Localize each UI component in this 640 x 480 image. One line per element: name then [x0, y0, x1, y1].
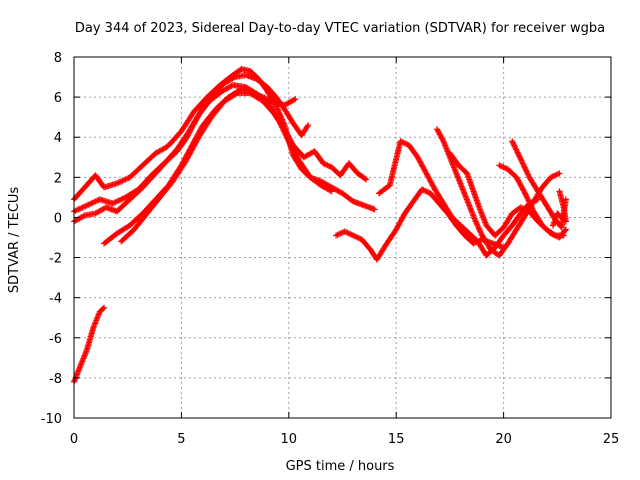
y-tick-label: 8 — [54, 51, 62, 66]
data-point-marker — [562, 196, 569, 203]
data-point-marker — [512, 145, 519, 152]
data-point-marker — [520, 161, 527, 168]
data-point-marker — [524, 194, 531, 201]
data-point-marker — [514, 149, 521, 156]
data-point-marker — [511, 142, 518, 149]
plot-frame — [73, 56, 612, 419]
data-point-marker — [292, 96, 299, 103]
data-point-marker — [526, 200, 533, 207]
data-point-marker — [230, 74, 237, 81]
data-point-marker — [101, 304, 108, 311]
data-point-marker — [525, 171, 532, 178]
data-point-marker — [528, 204, 535, 211]
axis-ticks: 0 5 10 15 20 25 -10 -8 -6 -4 -2 0 2 4 6 8 — [41, 51, 620, 447]
data-point-marker — [509, 139, 516, 146]
data-point-marker — [304, 123, 311, 130]
data-point-marker — [513, 146, 520, 153]
y-tick-label: -6 — [49, 332, 62, 347]
data-point-marker — [518, 157, 525, 164]
data-point-marker — [509, 138, 516, 145]
data-point-marker — [561, 227, 568, 234]
data-point-marker — [529, 205, 536, 212]
data-point-marker — [556, 170, 563, 177]
x-tick-label: 25 — [603, 432, 620, 447]
data-point-marker — [524, 195, 531, 202]
y-tick-label: -8 — [49, 372, 62, 387]
series-arc-c — [71, 72, 312, 215]
data-point-marker — [99, 305, 106, 312]
series-arc-k — [496, 162, 569, 241]
data-point-marker — [524, 170, 531, 177]
x-tick-label: 15 — [388, 432, 405, 447]
series-arc-f — [118, 90, 370, 245]
y-axis-label: SDTVAR / TECUs — [7, 187, 22, 294]
data-point-marker — [516, 153, 523, 160]
data-series — [71, 66, 569, 385]
data-point-marker — [513, 147, 520, 154]
data-point-marker — [521, 164, 528, 171]
y-tick-label: -4 — [49, 292, 62, 307]
data-point-marker — [363, 176, 370, 183]
x-tick-label: 20 — [495, 432, 512, 447]
data-point-marker — [519, 160, 526, 167]
data-point-marker — [290, 96, 297, 103]
data-point-marker — [510, 141, 517, 148]
data-point-marker — [523, 167, 530, 174]
series-arc-i — [434, 126, 563, 259]
data-point-marker — [80, 213, 87, 220]
data-point-marker — [525, 197, 532, 204]
data-point-marker — [526, 198, 533, 205]
data-point-marker — [371, 206, 378, 213]
data-point-marker — [527, 201, 534, 208]
y-tick-label: 0 — [54, 211, 62, 226]
data-point-marker — [521, 163, 528, 170]
series-arc-m — [550, 188, 569, 229]
data-point-marker — [232, 90, 239, 97]
y-tick-label: -10 — [41, 412, 62, 427]
data-point-marker — [523, 168, 530, 175]
x-tick-label: 0 — [70, 432, 78, 447]
data-point-marker — [511, 143, 518, 150]
data-point-marker — [521, 189, 528, 196]
data-point-marker — [439, 136, 446, 143]
data-point-marker — [517, 154, 524, 161]
y-tick-label: 4 — [54, 131, 62, 146]
series-arc-d — [71, 82, 299, 225]
data-point-marker — [522, 191, 529, 198]
data-point-marker — [522, 190, 529, 197]
y-tick-label: 6 — [54, 91, 62, 106]
data-point-marker — [519, 159, 526, 166]
chart-title: Day 344 of 2023, Sidereal Day-to-day VTE… — [75, 21, 605, 36]
x-axis-label: GPS time / hours — [286, 459, 395, 474]
data-point-marker — [522, 166, 529, 173]
series-arc-h — [376, 138, 541, 259]
data-point-marker — [361, 175, 368, 182]
x-tick-label: 10 — [281, 432, 298, 447]
data-point-marker — [523, 193, 530, 200]
data-point-marker — [562, 226, 569, 233]
data-point-marker — [550, 222, 557, 229]
y-tick-label: 2 — [54, 171, 62, 186]
x-tick-label: 5 — [177, 432, 185, 447]
data-point-marker — [305, 122, 312, 129]
series-arc-a — [71, 304, 108, 385]
data-point-marker — [515, 150, 522, 157]
data-point-marker — [515, 152, 522, 159]
y-tick-label: -2 — [49, 252, 62, 267]
data-point-marker — [528, 202, 535, 209]
data-point-marker — [517, 156, 524, 163]
